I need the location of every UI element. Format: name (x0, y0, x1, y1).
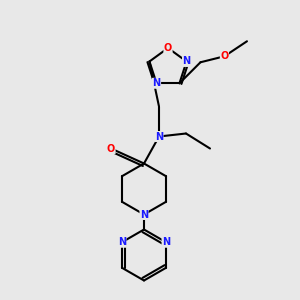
Text: O: O (220, 51, 229, 61)
Text: N: N (118, 237, 126, 247)
Text: N: N (140, 209, 148, 220)
Text: O: O (164, 43, 172, 53)
Text: N: N (155, 131, 163, 142)
Text: O: O (107, 143, 115, 154)
Text: N: N (182, 56, 190, 67)
Text: N: N (152, 78, 160, 88)
Text: N: N (162, 237, 170, 247)
